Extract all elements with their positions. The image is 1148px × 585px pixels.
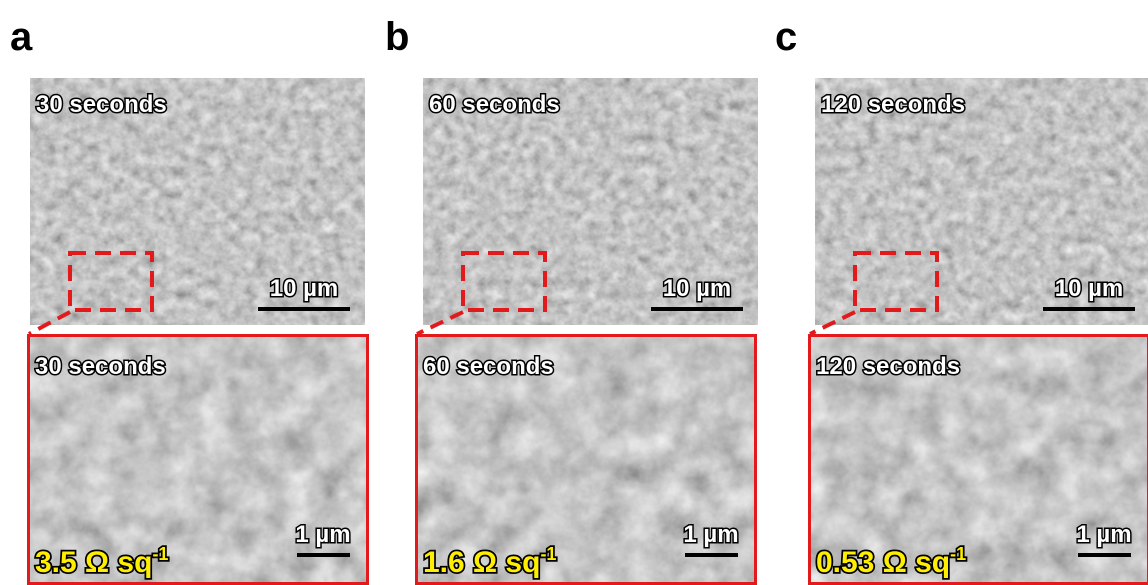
sheet-resistance-value: 3.5 Ω sq <box>35 546 152 579</box>
sheet-resistance: 1.6 Ω sq-1 <box>423 544 556 579</box>
figure: a30 seconds10 µm30 seconds3.5 Ω sq-11 µm… <box>0 0 1148 585</box>
zoom-label: 60 seconds <box>423 353 554 380</box>
panel-letter: a <box>10 15 33 59</box>
sheet-resistance: 3.5 Ω sq-1 <box>35 544 168 579</box>
overview-label: 120 seconds <box>821 91 965 118</box>
sheet-resistance-exponent: -1 <box>152 544 168 564</box>
panel-letter: b <box>385 15 409 59</box>
sheet-resistance-value: 0.53 Ω sq <box>816 546 950 579</box>
sheet-resistance-value: 1.6 Ω sq <box>423 546 540 579</box>
scale-bar-label: 1 µm <box>683 521 738 548</box>
panel-letter: c <box>775 15 797 59</box>
scale-bar-label: 10 µm <box>1055 275 1124 302</box>
zoom-label: 30 seconds <box>35 353 166 380</box>
sheet-resistance-exponent: -1 <box>950 544 966 564</box>
scale-bar-label: 1 µm <box>1076 521 1131 548</box>
overview-label: 30 seconds <box>36 91 167 118</box>
zoom-label: 120 seconds <box>816 353 960 380</box>
scale-bar-label: 10 µm <box>663 275 732 302</box>
overview-label: 60 seconds <box>429 91 560 118</box>
sheet-resistance-exponent: -1 <box>540 544 556 564</box>
scale-bar-label: 1 µm <box>295 521 350 548</box>
scale-bar-label: 10 µm <box>270 275 339 302</box>
sheet-resistance: 0.53 Ω sq-1 <box>816 544 966 579</box>
page: {"panels": [ {"letter": "a", "overview":… <box>0 0 1148 585</box>
